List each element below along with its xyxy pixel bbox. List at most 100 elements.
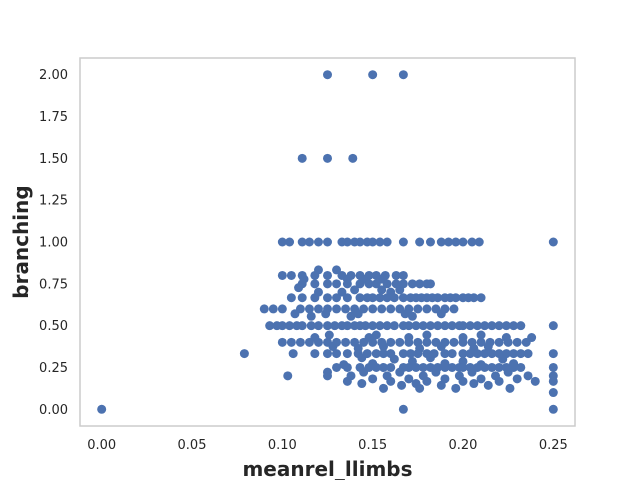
data-point [389,321,399,331]
data-point [377,285,387,295]
data-point [368,337,378,347]
data-point [548,321,558,331]
data-point [382,293,392,303]
data-point [323,153,332,163]
x-tick-label: 0.25 [539,438,568,453]
data-point [371,279,381,289]
data-point [297,321,307,331]
y-tick-label: 2.00 [39,68,68,83]
plot-area-frame [79,57,576,427]
data-point [306,321,316,331]
data-point [395,337,405,347]
data-point [341,337,351,347]
x-tick-label: 0.10 [268,438,297,453]
data-point [368,70,378,80]
data-point [304,304,314,314]
data-point [516,321,526,331]
data-point [487,349,497,359]
data-point [509,349,519,359]
data-point [355,279,365,289]
data-point [379,383,388,393]
data-point [342,349,352,359]
data-point [407,311,417,321]
data-point [350,285,360,295]
data-point [342,321,352,331]
data-point [324,330,334,340]
data-point [342,376,352,386]
data-point [288,349,298,359]
data-point [487,321,497,331]
data-point [425,353,435,363]
data-point [285,321,295,331]
data-point [494,362,504,372]
data-point [503,367,513,377]
data-point [548,237,558,247]
data-point [447,349,457,359]
data-point [413,349,423,359]
data-point [304,237,314,247]
data-point [337,287,347,297]
data-point [451,383,461,393]
data-point [313,265,323,275]
x-tick-label: 0.00 [87,438,116,453]
data-point [467,367,477,377]
data-point [415,279,425,289]
data-point [398,237,408,247]
data-point [310,293,320,303]
data-point [398,349,408,359]
data-point [483,380,493,390]
data-point [389,293,399,303]
y-tick-label: 1.75 [39,110,68,125]
data-point [444,237,454,247]
data-point [483,342,493,352]
data-point [395,285,405,295]
data-point [509,321,519,331]
data-point [516,349,526,359]
data-point [436,342,446,352]
data-point [413,304,423,314]
data-point [259,304,269,314]
data-point [313,337,323,347]
data-point [355,237,365,247]
data-point [323,371,332,381]
data-point [548,349,558,359]
data-point [342,293,352,303]
data-point [422,330,432,340]
data-point [458,362,468,372]
data-point [359,337,369,347]
data-point [411,321,421,331]
data-point [476,293,486,303]
data-point [440,321,450,331]
data-point [440,362,450,372]
data-point [332,304,342,314]
data-point [342,362,352,372]
data-point [422,376,432,386]
data-point [431,367,441,377]
data-point [458,349,468,359]
data-point [467,237,477,247]
data-point [375,237,385,247]
data-point [364,279,374,289]
data-point [386,362,396,372]
data-point [487,362,497,372]
data-point [332,349,342,359]
data-point [332,279,342,289]
data-point [501,321,511,331]
data-point [521,337,531,347]
y-tick-label: 0.00 [39,403,68,418]
data-point [268,304,278,314]
data-point [476,330,486,340]
data-point [357,379,367,389]
data-point [391,270,401,280]
y-tick-label: 1.50 [39,152,68,167]
data-point [382,321,392,331]
data-point [323,349,332,359]
data-point [386,376,396,386]
data-point [498,354,508,364]
data-point [472,349,482,359]
data-point [425,279,435,289]
data-point [332,265,342,275]
data-point [523,349,533,359]
data-point [476,337,486,347]
data-point [297,153,307,163]
